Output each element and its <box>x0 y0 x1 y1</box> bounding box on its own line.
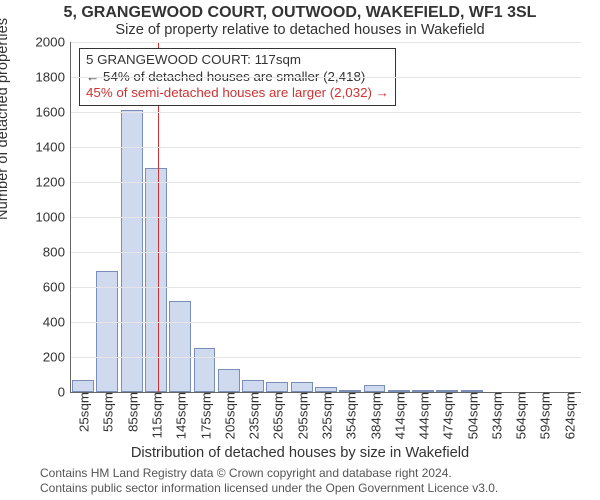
x-tick-label: 414sqm <box>390 392 407 439</box>
histogram-bar <box>218 369 240 392</box>
gridline <box>71 287 581 288</box>
y-tick-label: 2000 <box>35 35 71 50</box>
histogram-bar <box>266 382 288 393</box>
y-tick-label: 200 <box>43 350 71 365</box>
histogram-bar <box>169 301 191 392</box>
y-axis-label: Number of detached properties <box>0 18 11 220</box>
y-tick-label: 600 <box>43 280 71 295</box>
x-axis-label: Distribution of detached houses by size … <box>0 445 600 461</box>
y-tick-label: 400 <box>43 315 71 330</box>
gridline <box>71 147 581 148</box>
chart-title-line1: 5, GRANGEWOOD COURT, OUTWOOD, WAKEFIELD,… <box>0 4 600 22</box>
x-tick-label: 115sqm <box>147 392 164 438</box>
x-tick-label: 175sqm <box>196 392 213 439</box>
x-tick-label: 55sqm <box>99 392 116 432</box>
x-tick-label: 534sqm <box>487 392 504 439</box>
x-tick-label: 205sqm <box>220 392 237 439</box>
gridline <box>71 182 581 183</box>
x-tick-label: 85sqm <box>123 392 140 432</box>
histogram-bar <box>242 380 264 392</box>
y-tick-label: 1400 <box>35 140 71 155</box>
x-tick-label: 265sqm <box>269 392 286 439</box>
gridline <box>71 112 581 113</box>
histogram-plot: 25sqm55sqm85sqm115sqm145sqm175sqm205sqm2… <box>70 42 581 393</box>
x-tick-label: 504sqm <box>463 392 480 439</box>
y-tick-label: 1600 <box>35 105 71 120</box>
gridline <box>71 42 581 43</box>
histogram-bar <box>364 385 386 392</box>
histogram-bar <box>145 168 167 392</box>
gridline <box>71 217 581 218</box>
y-tick-label: 1800 <box>35 70 71 85</box>
annotation-line3: 45% of semi-detached houses are larger (… <box>86 85 389 102</box>
gridline <box>71 357 581 358</box>
annotation-line1: 5 GRANGEWOOD COURT: 117sqm <box>86 52 389 69</box>
x-tick-label: 25sqm <box>75 392 92 432</box>
y-tick-label: 0 <box>58 385 71 400</box>
x-tick-label: 594sqm <box>536 392 553 439</box>
x-tick-label: 474sqm <box>439 392 456 439</box>
chart-title-line2: Size of property relative to detached ho… <box>0 22 600 38</box>
x-tick-label: 624sqm <box>560 392 577 439</box>
gridline <box>71 252 581 253</box>
y-tick-label: 1200 <box>35 175 71 190</box>
gridline <box>71 322 581 323</box>
histogram-bar <box>291 382 313 393</box>
footer-line1: Contains HM Land Registry data © Crown c… <box>40 466 498 481</box>
histogram-bar <box>194 348 216 392</box>
footer-line2: Contains public sector information licen… <box>40 481 498 496</box>
x-tick-label: 444sqm <box>415 392 432 439</box>
footer-attribution: Contains HM Land Registry data © Crown c… <box>40 466 498 496</box>
x-tick-label: 354sqm <box>342 392 359 439</box>
x-tick-label: 145sqm <box>172 392 189 439</box>
histogram-bar <box>72 380 94 392</box>
x-tick-label: 295sqm <box>293 392 310 439</box>
x-tick-label: 384sqm <box>366 392 383 439</box>
gridline <box>71 77 581 78</box>
histogram-bar <box>96 271 118 392</box>
x-tick-label: 564sqm <box>512 392 529 439</box>
y-tick-label: 800 <box>43 245 71 260</box>
x-tick-label: 325sqm <box>317 392 334 439</box>
y-tick-label: 1000 <box>35 210 71 225</box>
x-tick-label: 235sqm <box>245 392 262 439</box>
